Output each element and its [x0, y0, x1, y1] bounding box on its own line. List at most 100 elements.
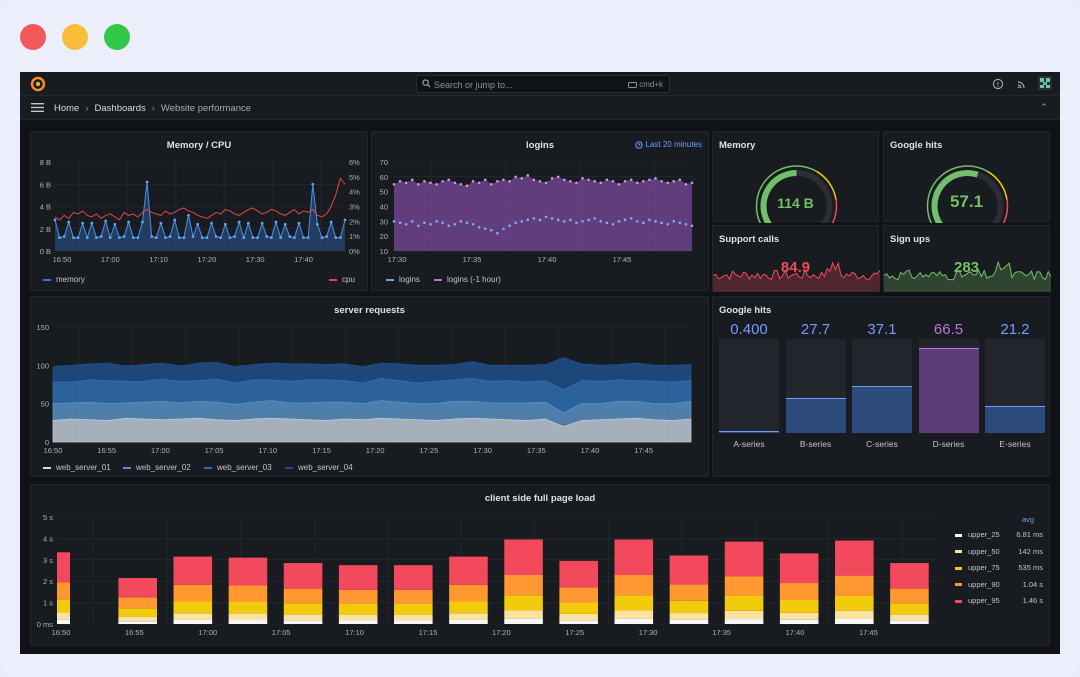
help-icon[interactable]: [992, 78, 1004, 90]
bar-segment-upper_95: [504, 539, 543, 575]
breadcrumb-home[interactable]: Home: [54, 103, 80, 114]
minimize-window-button[interactable]: [62, 24, 88, 50]
series-logins-prev-point: [581, 177, 584, 180]
series-logins-prev-point: [678, 178, 682, 182]
series-logins-prev-point: [562, 178, 566, 182]
legend-upper-95[interactable]: upper_95 1.46 s: [955, 596, 1043, 605]
series-logins-prev-point: [599, 181, 603, 185]
gauge-fill: [760, 170, 797, 223]
bar-segment-upper_50: [57, 612, 70, 620]
panel-page-load[interactable]: client side full page load 0 ms 1 s 2 s 3 s…: [30, 484, 1050, 646]
bar-segment-upper_50: [890, 614, 929, 621]
time-range-tag[interactable]: Last 20 minutes: [635, 140, 702, 149]
collapse-chevron-icon[interactable]: ⌃: [1040, 102, 1048, 112]
x-tick: 17:30: [388, 255, 407, 264]
gauge-threshold-red: [1002, 199, 1009, 223]
logins-chart[interactable]: 10 20 30 40 50 60 70 17:30 17:35 17:40 17:45: [372, 132, 710, 292]
bar-segment-upper_50: [779, 612, 819, 620]
legend-swatch: [955, 599, 962, 603]
legend-upper-75[interactable]: upper_75 535 ms: [955, 563, 1043, 572]
bar-segment-upper_25: [338, 620, 378, 624]
bar-segment-upper_95: [283, 563, 323, 589]
panel-server-requests[interactable]: server requests 0 50 100 150 16:50 16:55 17:00…: [30, 296, 709, 477]
menu-icon[interactable]: [31, 103, 44, 112]
maximize-window-button[interactable]: [104, 24, 130, 50]
panel-sign-ups[interactable]: Sign ups 283: [883, 225, 1051, 292]
legend-logins-prev[interactable]: logins (-1 hour): [434, 275, 501, 284]
bar-track: [852, 339, 912, 433]
series-memory-point: [177, 236, 181, 240]
series-logins-prev-point: [648, 178, 651, 182]
legend-web-server-03[interactable]: web_server_03: [204, 463, 272, 472]
panel-google-hits-gauge[interactable]: Google hits 57.1: [883, 131, 1050, 223]
legend-cpu[interactable]: cpu: [329, 275, 355, 284]
avatar-icon[interactable]: [1038, 76, 1052, 90]
rss-icon[interactable]: [1016, 78, 1028, 90]
series-logins-point: [629, 217, 633, 220]
server-requests-chart[interactable]: 0 50 100 150 16:50 16:55 17:00 17:05 17:10 17:15 1…: [31, 297, 710, 478]
bar-fill-c-series[interactable]: [852, 386, 912, 433]
bar-fill-e-series[interactable]: [985, 405, 1045, 433]
series-logins-point: [599, 220, 603, 223]
panel-title: server requests: [334, 305, 405, 316]
legend-web-server-02[interactable]: web_server_02: [123, 463, 191, 472]
legend-upper-25[interactable]: upper_25 6.81 ms: [955, 530, 1043, 539]
bar-segment-upper_50: [338, 614, 378, 621]
legend-swatch: [955, 533, 962, 537]
x-tick: 17:45: [859, 628, 878, 637]
panel-support-calls[interactable]: Support calls 84.9: [712, 225, 880, 292]
search-bar[interactable]: Search or jump to... cmd+k: [416, 75, 670, 93]
series-memory-point: [214, 235, 218, 238]
legend-logins[interactable]: logins: [386, 275, 420, 284]
panel-logins[interactable]: logins Last 20 minutes 10 20 30 40 50 60 70 17:…: [371, 131, 709, 291]
panel-memory-cpu[interactable]: Memory / CPU 0 B 2 B 4 B 6 B 8 B 0% 1% 2% 3% 4% 5%…: [30, 131, 368, 291]
panel-title: Memory: [719, 140, 756, 151]
legend-web-server-04[interactable]: web_server_04: [285, 463, 353, 472]
series-memory-point: [81, 221, 85, 225]
y-tick-right: 6%: [349, 158, 360, 167]
panel-title: Google hits: [890, 140, 943, 151]
legend-label: web_server_02: [136, 463, 191, 472]
legend-memory[interactable]: memory: [43, 275, 85, 284]
series-logins-prev-point: [404, 181, 408, 185]
series-memory-point: [187, 214, 190, 217]
series-logins-point: [666, 223, 669, 226]
y-tick: 50: [41, 400, 49, 409]
bar-segment-upper_50: [835, 610, 874, 619]
bar-segment-upper_90: [835, 575, 874, 596]
bar-segment-upper_50: [669, 613, 709, 620]
legend-label: upper_50: [968, 546, 1000, 556]
series-memory-point: [58, 236, 62, 240]
clock-icon: [635, 141, 643, 149]
sparkline-area: [713, 262, 880, 292]
breadcrumb-dashboards[interactable]: Dashboards: [94, 103, 146, 114]
legend-label: web_server_04: [298, 463, 353, 472]
bar-label-c-series: C-series: [866, 439, 898, 449]
page-load-chart[interactable]: 0 ms 1 s 2 s 3 s 4 s 5 s 16:50 16:55 17:00 17:05 1…: [31, 485, 941, 647]
bar-fill-b-series[interactable]: [785, 398, 846, 433]
series-logins-prev-point: [483, 178, 487, 182]
legend-upper-50[interactable]: upper_50 142 ms: [955, 547, 1043, 556]
grafana-logo-icon[interactable]: [30, 76, 46, 92]
legend-label: cpu: [342, 275, 355, 284]
bar-segment-upper_75: [338, 603, 378, 615]
memory-cpu-chart[interactable]: 0 B 2 B 4 B 6 B 8 B 0% 1% 2% 3% 4% 5% 6% 16:50 17:00 1…: [31, 132, 369, 292]
legend-swatch: [955, 583, 962, 587]
bar-fill-d-series[interactable]: [918, 348, 979, 433]
panel-google-hits-bars[interactable]: Google hits 0.400 A-series 27.7 B-series 37.…: [712, 296, 1050, 477]
series-logins-point: [581, 220, 584, 223]
y-tick: 50: [380, 188, 388, 197]
legend-upper-90[interactable]: upper_90 1.04 s: [955, 580, 1043, 589]
series-memory-point: [85, 236, 89, 240]
bar-segment-upper_25: [614, 618, 654, 624]
panel-memory-gauge[interactable]: Memory 114 B: [712, 131, 879, 223]
bar-segment-upper_75: [504, 595, 543, 611]
legend-web-server-01[interactable]: web_server_01: [43, 463, 111, 472]
bar-fill-a-series[interactable]: [719, 431, 779, 433]
series-logins-point: [532, 217, 536, 220]
bar-segment-upper_50: [504, 610, 543, 619]
series-memory-point: [256, 236, 259, 240]
series-logins-prev-point: [435, 182, 438, 186]
series-logins-point: [471, 223, 475, 226]
close-window-button[interactable]: [20, 24, 46, 50]
